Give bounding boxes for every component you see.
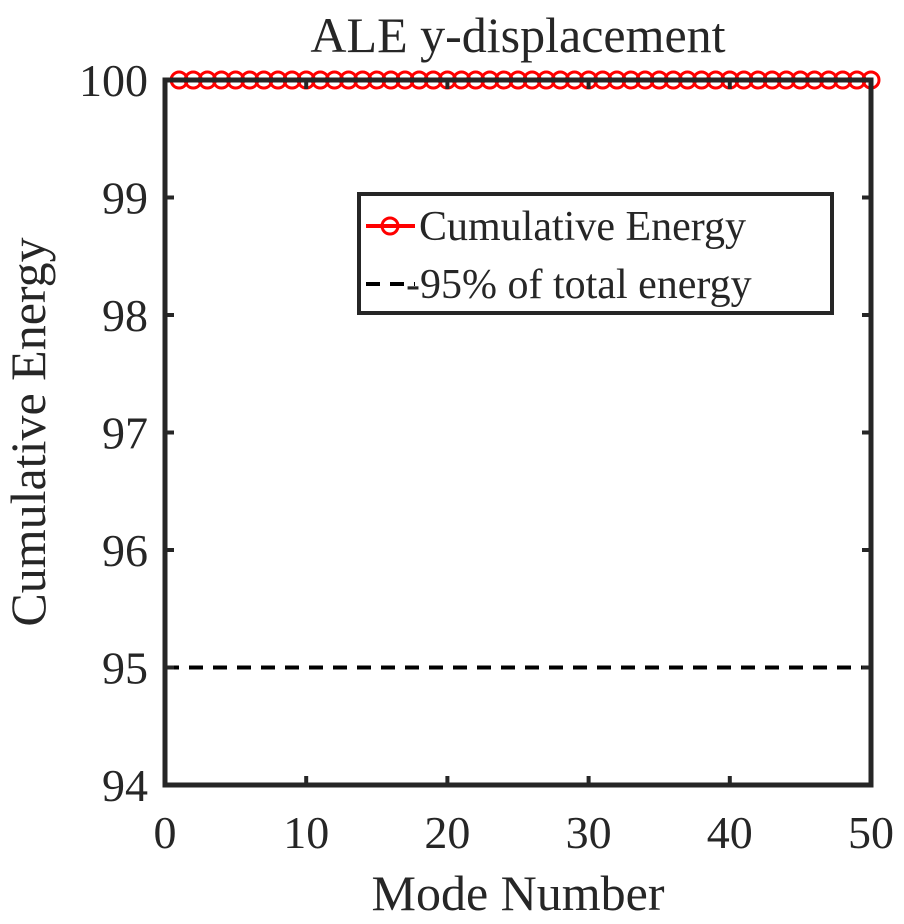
x-axis-label: Mode Number [372,865,665,921]
x-tick-label: 30 [566,807,612,858]
x-tick-label: 0 [154,807,177,858]
chart-title: ALE y-displacement [310,7,725,63]
plot-area [165,80,871,785]
x-tick-label: 50 [848,807,894,858]
legend-entry-cumulative-energy[interactable]: Cumulative Energy [366,204,746,250]
y-tick-label: 94 [102,760,148,811]
x-tick-label: 10 [283,807,329,858]
y-tick-label: 99 [102,173,148,224]
y-tick-label: 97 [102,408,148,459]
x-tick-label: 40 [707,807,753,858]
y-axis-label: Cumulative Energy [0,237,56,626]
tick-layer: 0 10 20 30 40 50 94 95 96 97 98 99 100 [79,55,894,858]
y-tick-label: 96 [102,525,148,576]
x-tick-label: 20 [424,807,470,858]
y-tick-label: 100 [79,55,148,106]
legend-entry-95-percent[interactable]: -95% of total energy [366,262,752,308]
legend-swatch-marker-cumulative [380,216,400,236]
legend-label-cumulative-energy: Cumulative Energy [419,204,746,250]
legend-box [357,192,834,315]
y-tick-label: 98 [102,290,148,341]
legend[interactable]: Cumulative Energy -95% of total energy [357,192,834,315]
y-tick-label: 95 [102,643,148,694]
legend-label-95-percent: -95% of total energy [406,262,752,308]
